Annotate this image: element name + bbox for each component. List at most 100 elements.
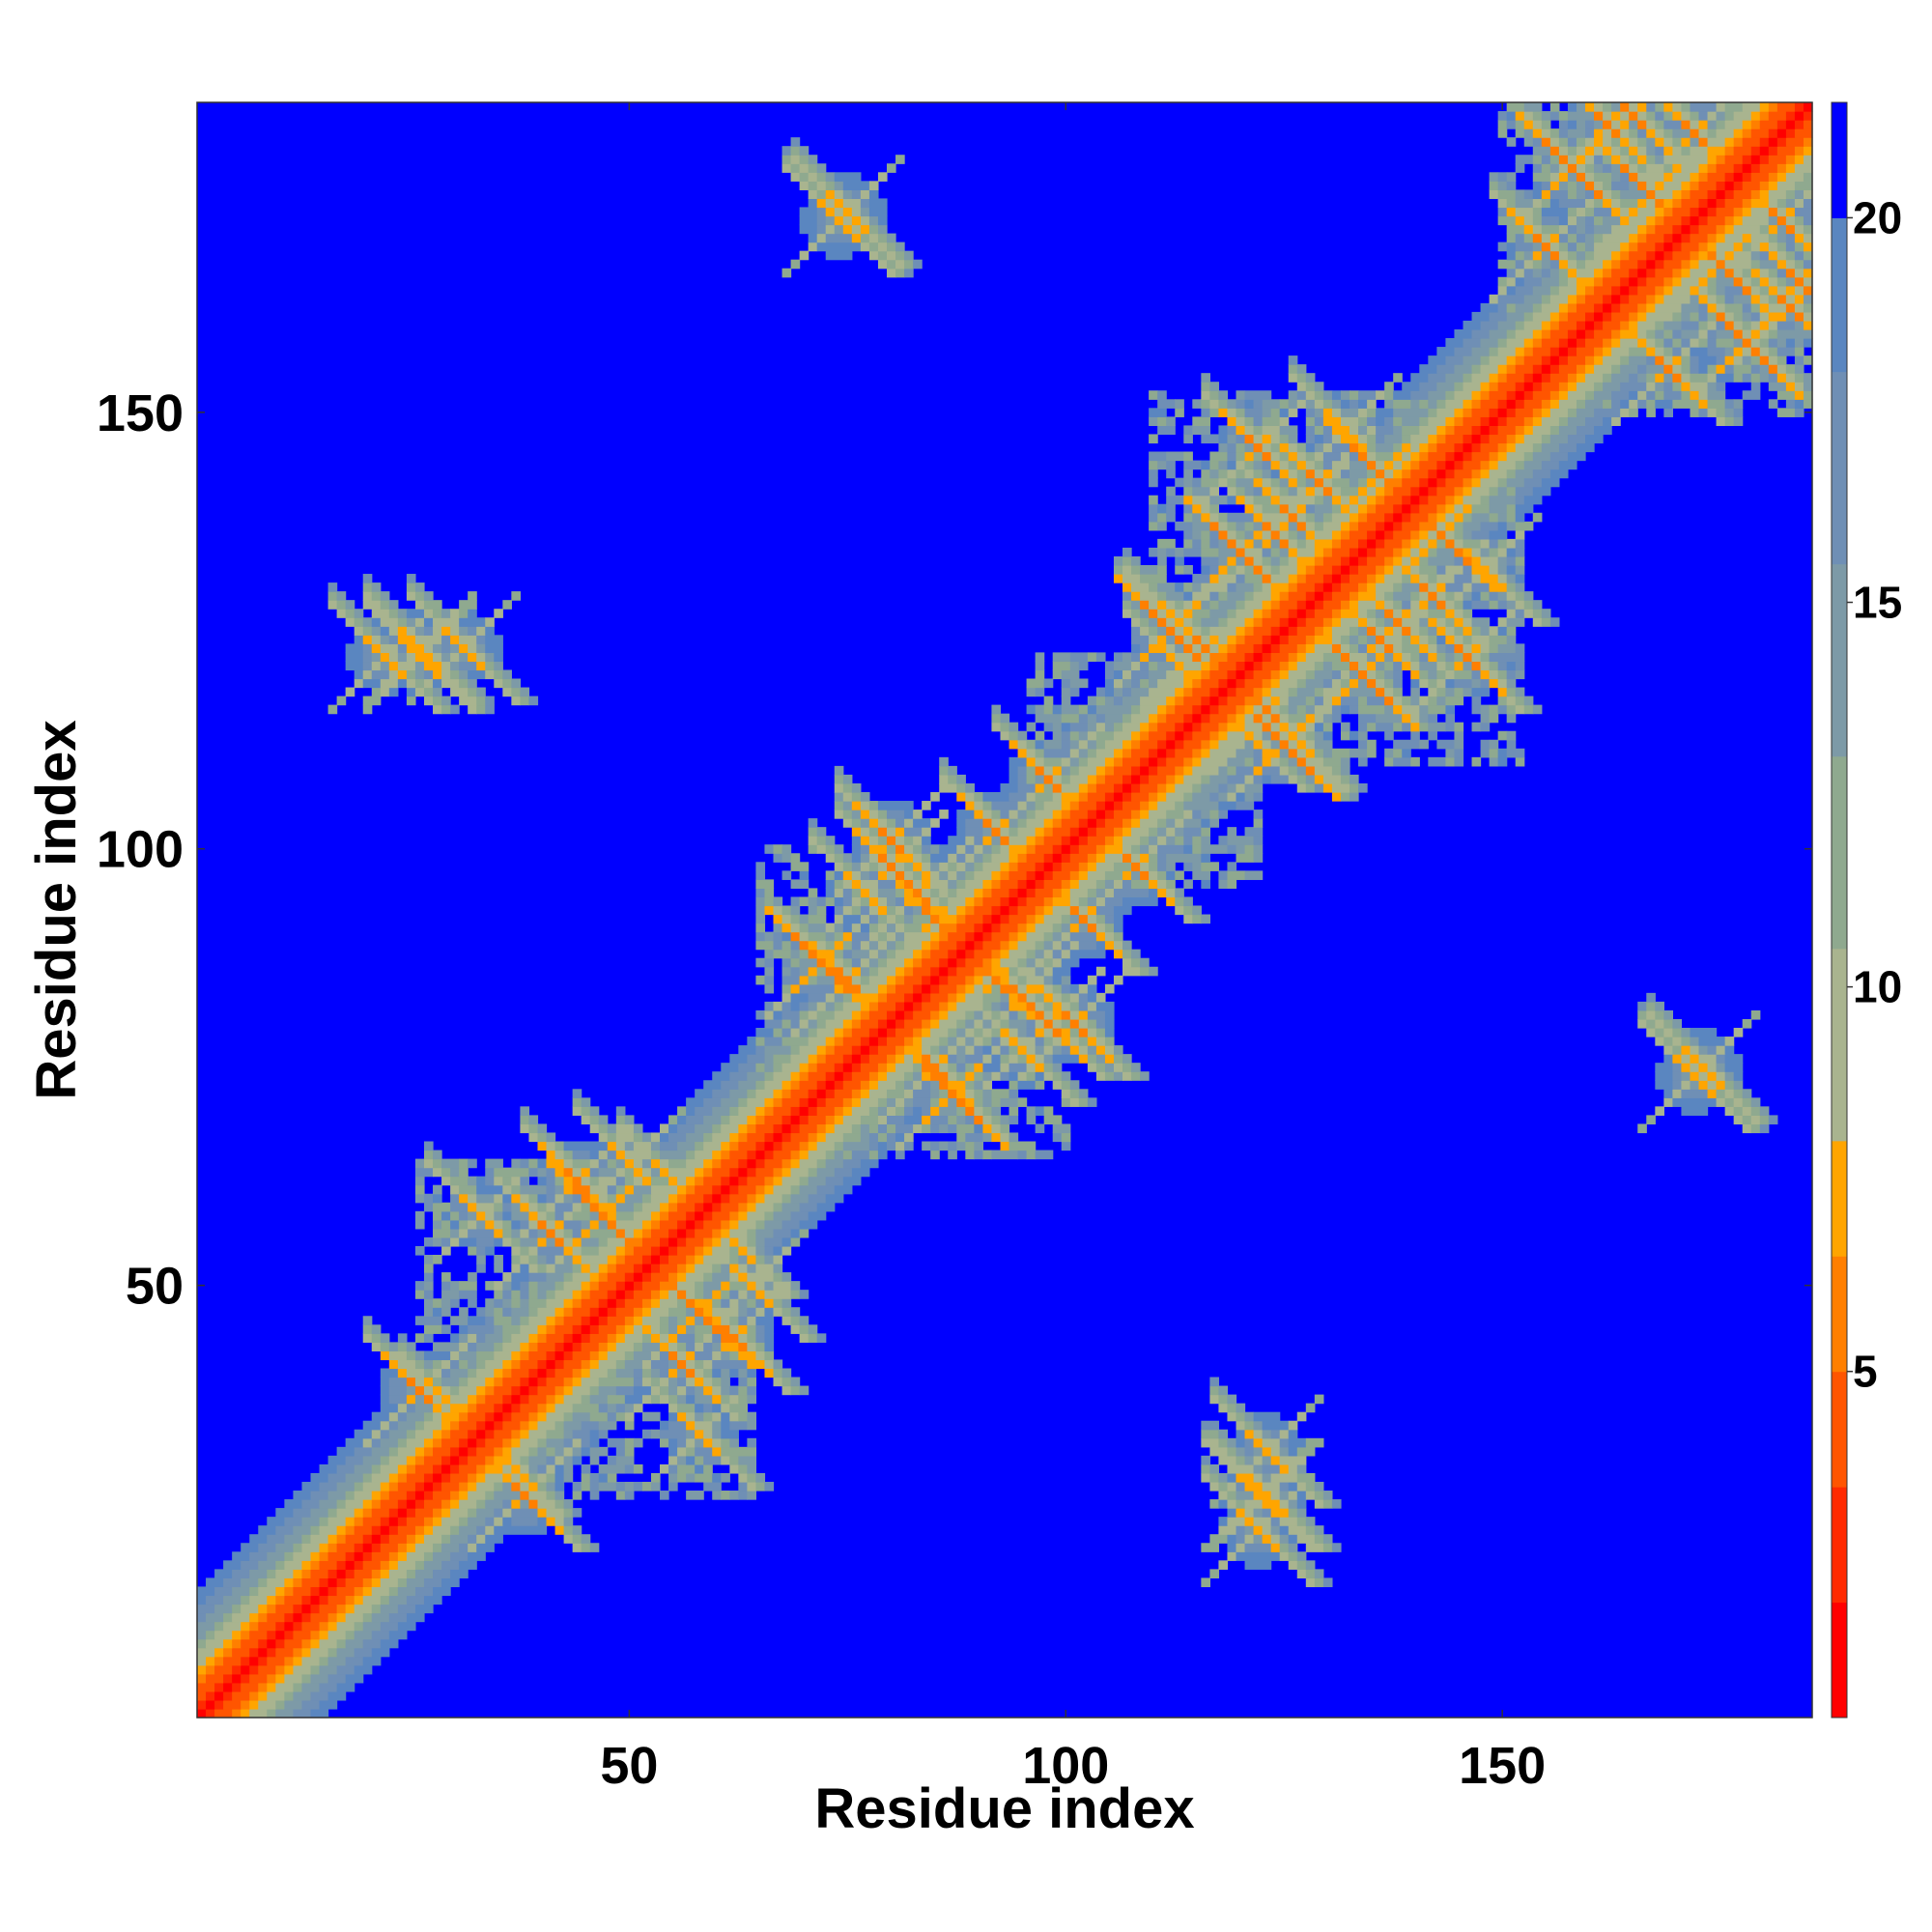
heatmap-cell	[249, 1595, 268, 1605]
heatmap-cell	[258, 1682, 268, 1692]
heatmap-cell	[511, 1254, 521, 1264]
heatmap-cell	[1655, 1071, 1673, 1081]
heatmap-cell	[755, 870, 766, 880]
heatmap-cell	[502, 1446, 512, 1457]
heatmap-cell	[781, 940, 792, 951]
heatmap-cell	[1393, 547, 1403, 557]
heatmap-cell	[589, 1455, 600, 1465]
heatmap-cell	[773, 1272, 783, 1282]
heatmap-cell	[1358, 582, 1368, 592]
heatmap-cell	[965, 1009, 975, 1020]
heatmap-cell	[1506, 574, 1517, 583]
heatmap-cell	[825, 879, 836, 890]
heatmap-cell	[528, 1115, 539, 1125]
heatmap-cell	[397, 669, 408, 680]
heatmap-cell	[380, 1499, 399, 1509]
heatmap-cell	[293, 1543, 303, 1552]
heatmap-cell	[362, 704, 373, 715]
heatmap-cell	[1043, 1018, 1054, 1029]
heatmap-cell	[721, 1491, 730, 1500]
heatmap-cell	[860, 914, 870, 924]
heatmap-cell	[1436, 643, 1447, 653]
heatmap-cell	[816, 940, 827, 951]
heatmap-cell	[1322, 582, 1333, 592]
heatmap-cell	[476, 652, 486, 663]
heatmap-cell	[956, 949, 966, 959]
heatmap-cell	[695, 1359, 704, 1370]
heatmap-cell	[598, 1463, 626, 1474]
heatmap-cell	[441, 678, 460, 689]
heatmap-cell	[1384, 555, 1394, 566]
heatmap-cell	[641, 1359, 652, 1370]
heatmap-cell	[738, 1324, 748, 1334]
heatmap-cell	[991, 1089, 1010, 1098]
heatmap-cell	[922, 862, 931, 871]
heatmap-cell	[476, 1508, 495, 1518]
heatmap-cell	[738, 1411, 748, 1422]
heatmap-cell	[1087, 1037, 1097, 1046]
heatmap-cell	[1646, 1115, 1656, 1125]
heatmap-cell	[913, 810, 923, 819]
heatmap-cell	[1445, 748, 1456, 758]
heatmap-cell	[851, 782, 862, 793]
heatmap-cell	[851, 1009, 862, 1020]
heatmap-cell	[258, 1525, 276, 1535]
heatmap-cell	[922, 1115, 931, 1125]
heatmap-cell	[738, 1491, 748, 1500]
heatmap-cell	[520, 1202, 530, 1212]
heatmap-cell	[1192, 538, 1202, 549]
heatmap-cell	[677, 1245, 696, 1256]
heatmap-cell	[1017, 1028, 1028, 1037]
heatmap-cell	[1043, 756, 1063, 767]
heatmap-cell	[1279, 635, 1290, 644]
heatmap-cell	[459, 1411, 469, 1422]
heatmap-cell	[1052, 791, 1063, 802]
heatmap-cell	[982, 1028, 993, 1037]
heatmap-cell	[197, 1621, 215, 1632]
heatmap-cell	[1192, 626, 1202, 636]
heatmap-cell	[1140, 565, 1158, 575]
heatmap-cell	[738, 1290, 748, 1299]
heatmap-cell	[423, 617, 434, 627]
heatmap-cell	[450, 1525, 460, 1535]
heatmap-cell	[1436, 696, 1447, 706]
heatmap-cell	[1515, 643, 1525, 653]
heatmap-cell	[1236, 678, 1246, 689]
heatmap-cell	[433, 1586, 451, 1597]
heatmap-cell	[581, 1202, 591, 1212]
heatmap-cell	[1069, 730, 1080, 741]
heatmap-cell	[974, 1071, 984, 1081]
heatmap-cell	[1026, 722, 1037, 732]
heatmap-cell	[397, 652, 408, 663]
heatmap-cell	[1515, 547, 1525, 557]
heatmap-cell	[1724, 1089, 1735, 1098]
heatmap-cell	[1410, 600, 1420, 610]
heatmap-cell	[1376, 574, 1385, 583]
heatmap-cell	[1428, 574, 1437, 583]
heatmap-cell	[249, 1673, 268, 1684]
heatmap-cell	[1157, 801, 1176, 810]
heatmap-cell	[695, 1150, 713, 1160]
heatmap-cell	[1270, 756, 1281, 767]
heatmap-cell	[1244, 1420, 1255, 1431]
heatmap-cell	[1646, 1009, 1656, 1020]
heatmap-cell	[991, 853, 1010, 863]
heatmap-cell	[930, 853, 949, 863]
heatmap-cell	[974, 810, 984, 819]
heatmap-cell	[1279, 1543, 1290, 1552]
heatmap-cell	[1192, 862, 1202, 871]
heatmap-cell	[1218, 617, 1229, 627]
heatmap-cell	[397, 626, 408, 636]
heatmap-cell	[459, 1210, 469, 1221]
heatmap-cell	[1227, 730, 1246, 741]
heatmap-cell	[1236, 791, 1246, 802]
heatmap-cell	[842, 862, 853, 871]
heatmap-cell	[485, 669, 495, 680]
heatmap-cell	[624, 1481, 635, 1492]
heatmap-cell	[974, 888, 984, 898]
heatmap-cell	[1157, 678, 1184, 689]
heatmap-cell	[790, 992, 810, 1003]
heatmap-cell	[1244, 1517, 1255, 1526]
heatmap-cell	[494, 1481, 503, 1492]
heatmap-cell	[406, 1463, 416, 1474]
